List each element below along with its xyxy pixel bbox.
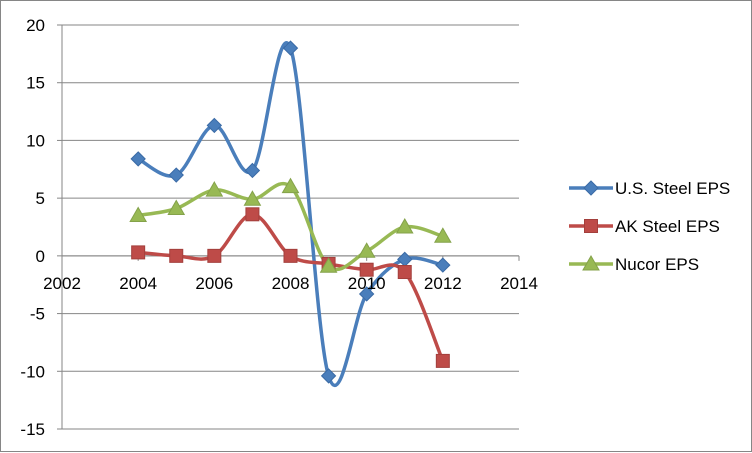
x-tick-label: 2012 <box>424 274 462 293</box>
x-tick-label: 2008 <box>272 274 310 293</box>
data-point <box>320 368 337 384</box>
y-tick-label: -10 <box>20 362 45 381</box>
data-point <box>281 177 300 194</box>
legend-marker <box>584 219 598 233</box>
legend-label: U.S. Steel EPS <box>615 179 730 198</box>
legend-label: Nucor EPS <box>615 255 699 274</box>
data-point <box>207 248 222 263</box>
series-layer <box>129 40 452 388</box>
x-tick-label: 2006 <box>195 274 233 293</box>
data-point <box>397 265 412 280</box>
y-tick-label: 15 <box>26 74 45 93</box>
data-point <box>131 245 146 260</box>
data-point <box>169 248 184 263</box>
axes <box>57 24 520 430</box>
y-tick-label: 20 <box>26 16 45 35</box>
gridlines <box>62 24 519 430</box>
x-tick-label: 2002 <box>43 274 81 293</box>
data-point <box>130 151 146 167</box>
data-point <box>435 353 450 368</box>
data-point <box>243 190 262 206</box>
data-point <box>283 248 298 263</box>
legend: U.S. Steel EPS AK Steel EPS Nucor EPS <box>569 179 730 274</box>
y-tick-label: -15 <box>20 420 45 439</box>
y-tick-label: -5 <box>30 305 45 324</box>
data-point <box>282 40 299 56</box>
y-tick-label: 10 <box>26 131 45 150</box>
data-point <box>244 162 261 179</box>
legend-marker <box>583 180 599 196</box>
y-tick-label: 5 <box>36 189 45 208</box>
data-point <box>167 199 186 216</box>
x-tick-label: 2010 <box>348 274 386 293</box>
data-point <box>433 227 452 243</box>
data-point <box>245 207 260 222</box>
data-point <box>129 206 148 222</box>
x-tick-label: 2014 <box>500 274 538 293</box>
data-point <box>397 251 413 268</box>
x-tick-label: 2004 <box>119 274 157 293</box>
data-point <box>358 286 375 302</box>
data-point <box>359 262 374 277</box>
data-point <box>319 257 338 273</box>
data-point <box>206 117 223 134</box>
tick-labels: -15 -10 -5 0 5 10 15 20 2002 2004 2006 2008 2010 2012… <box>20 16 537 439</box>
y-tick-label: 0 <box>36 247 45 266</box>
data-point <box>435 257 451 273</box>
data-point <box>168 167 184 183</box>
data-point <box>395 217 414 234</box>
data-point <box>357 242 376 258</box>
legend-marker <box>582 254 600 271</box>
legend-label: AK Steel EPS <box>615 217 720 236</box>
data-point <box>205 181 224 197</box>
series-line <box>136 41 445 388</box>
